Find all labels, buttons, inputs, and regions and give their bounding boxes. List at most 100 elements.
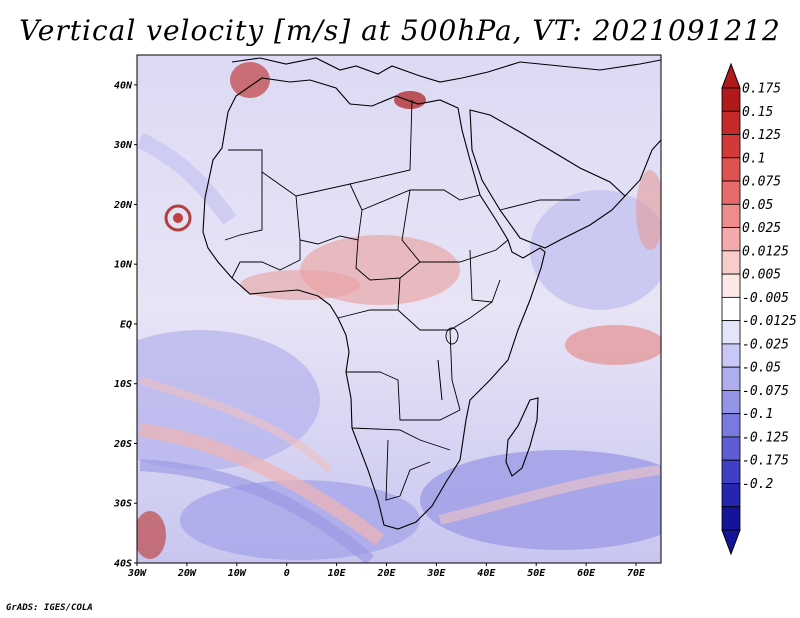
lat-label: 30N bbox=[113, 140, 133, 151]
lat-label: 20N bbox=[113, 200, 133, 211]
colorbar: 0.175 0.15 0.125 0.1 0.075 0.05 0.025 0.0125 0.0… bbox=[721, 62, 797, 556]
colorbar-level-label: -0.175 bbox=[742, 454, 789, 469]
field-band bbox=[139, 459, 374, 563]
field-blob bbox=[240, 270, 360, 300]
colorbar-swatch bbox=[721, 459, 741, 484]
colorbar-level-label: -0.0125 bbox=[742, 314, 797, 329]
lake-tanganyika bbox=[437, 359, 443, 401]
colorbar-swatch bbox=[721, 87, 741, 112]
cyclone-swirl bbox=[164, 204, 192, 232]
lon-label: 20E bbox=[376, 568, 396, 579]
lat-label: 40N bbox=[114, 80, 133, 91]
colorbar-level-label: 0.175 bbox=[742, 82, 781, 97]
footer-credit: GrADS: IGES/COLA bbox=[6, 603, 93, 613]
field-band bbox=[138, 376, 333, 473]
lon-label: 0 bbox=[284, 568, 290, 579]
chart-title: Vertical velocity [m/s] at 500hPa, VT: 2… bbox=[19, 14, 781, 47]
lat-label: 20S bbox=[113, 439, 132, 450]
colorbar-swatch bbox=[721, 110, 741, 135]
lon-label: 10W bbox=[228, 568, 247, 579]
field-blob bbox=[394, 91, 426, 109]
lon-label: 30W bbox=[127, 568, 147, 579]
madagascar-coastline bbox=[505, 397, 539, 477]
colorbar-swatch bbox=[721, 390, 741, 415]
colorbar-level-label: -0.2 bbox=[742, 477, 773, 492]
colorbar-swatch bbox=[721, 157, 741, 182]
colorbar-swatch bbox=[721, 506, 741, 531]
lon-label: 40E bbox=[477, 568, 496, 579]
colorbar-swatch bbox=[721, 343, 741, 368]
lat-label: 10N bbox=[114, 260, 133, 271]
plot-frame bbox=[136, 54, 662, 564]
colorbar-level-label: -0.125 bbox=[742, 430, 789, 445]
colorbar-level-label: 0.025 bbox=[742, 221, 781, 236]
field-blob bbox=[180, 480, 420, 560]
axis-ticks bbox=[134, 84, 637, 566]
colorbar-level-label: 0.0125 bbox=[742, 244, 789, 259]
field-blob bbox=[565, 325, 661, 365]
colorbar-swatch bbox=[721, 436, 741, 461]
lon-label: 10E bbox=[328, 568, 347, 579]
border-line bbox=[385, 439, 431, 501]
border-line bbox=[346, 371, 461, 421]
border-line bbox=[224, 172, 263, 241]
lat-label: 30S bbox=[113, 499, 132, 510]
field-blob bbox=[420, 450, 661, 550]
colorbar-level-label: 0.05 bbox=[742, 198, 773, 213]
colorbar-level-label: 0.005 bbox=[742, 268, 781, 283]
colorbar-swatch bbox=[721, 134, 741, 159]
border-line bbox=[355, 239, 421, 281]
lon-label: 30E bbox=[426, 568, 446, 579]
colorbar-swatch bbox=[721, 320, 741, 345]
field-blob bbox=[636, 170, 661, 250]
lake-victoria bbox=[445, 327, 459, 345]
colorbar-swatch bbox=[721, 296, 741, 322]
colorbar-swatch bbox=[721, 227, 741, 252]
colorbar-level-label: -0.1 bbox=[742, 407, 773, 422]
lat-label: 40S bbox=[114, 559, 132, 570]
colorbar-min-arrow bbox=[721, 529, 741, 556]
lat-label: 10S bbox=[114, 379, 132, 390]
colorbar-swatch bbox=[721, 203, 741, 228]
colorbar-swatch bbox=[721, 366, 741, 391]
colorbar-level-label: 0.125 bbox=[742, 128, 781, 143]
border-line bbox=[397, 277, 493, 331]
colorbar-max-arrow bbox=[721, 62, 741, 89]
field-band bbox=[139, 423, 385, 546]
country-borders bbox=[224, 99, 580, 501]
field-blob bbox=[230, 62, 270, 98]
colorbar-level-label: 0.15 bbox=[742, 105, 773, 120]
colorbar-swatch bbox=[721, 483, 741, 508]
border-line bbox=[449, 329, 461, 411]
colorbar-level-label: 0.075 bbox=[742, 175, 781, 190]
lon-label: 60E bbox=[577, 568, 596, 579]
lon-label: 70E bbox=[627, 568, 646, 579]
longitude-labels: 30W 20W 10W 0 10E 20E 30E 40E 50E 60E 70E bbox=[127, 568, 646, 579]
cyclone-swirl bbox=[173, 213, 183, 223]
border-line bbox=[469, 249, 501, 303]
colorbar-swatch bbox=[721, 250, 741, 275]
colorbar-swatch bbox=[721, 273, 741, 298]
asia-coastline bbox=[624, 139, 661, 197]
colorbar-level-label: -0.025 bbox=[742, 337, 789, 352]
latitude-labels: 40N 30N 20N 10N EQ 10S 20S 30S 40S bbox=[113, 80, 133, 569]
field-blob bbox=[530, 190, 661, 310]
field-band bbox=[137, 132, 237, 225]
field-band bbox=[438, 465, 661, 525]
colorbar-level-label: 0.1 bbox=[742, 151, 765, 166]
lon-label: 20W bbox=[177, 568, 197, 579]
colorbar-level-label: -0.005 bbox=[742, 291, 789, 306]
field-layer bbox=[137, 57, 661, 563]
colorbar-swatch bbox=[721, 180, 741, 205]
colorbar-level-label: -0.05 bbox=[742, 361, 781, 376]
arabia-coastline bbox=[469, 109, 626, 249]
border-line bbox=[361, 189, 481, 211]
border-line bbox=[351, 427, 451, 451]
border-line bbox=[499, 199, 580, 211]
field-blob bbox=[137, 511, 166, 559]
europe-coastline bbox=[231, 57, 661, 83]
lon-label: 50E bbox=[527, 568, 546, 579]
border-line bbox=[401, 189, 509, 263]
colorbar-level-label: -0.075 bbox=[742, 384, 789, 399]
